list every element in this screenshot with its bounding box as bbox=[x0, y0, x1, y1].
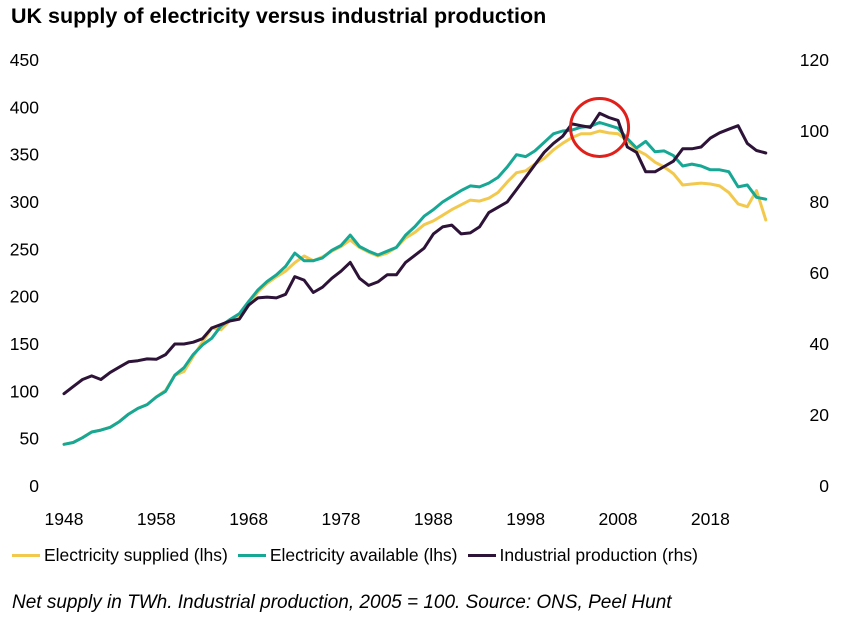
legend-label-industrial-production: Industrial production (rhs) bbox=[499, 545, 698, 565]
y-right-tick-label: 40 bbox=[810, 334, 830, 354]
x-tick-label: 2008 bbox=[599, 509, 638, 529]
line-chart: 1948 1958 1968 1978 1988 1998 2008 2018 0 50 100 1… bbox=[10, 50, 829, 529]
y-left-tick-label: 350 bbox=[10, 145, 39, 165]
source-footnote: Net supply in TWh. Industrial production… bbox=[12, 592, 672, 613]
y-left-tick-label: 50 bbox=[20, 429, 40, 449]
x-tick-label: 2018 bbox=[691, 509, 730, 529]
legend-swatch-electricity-supplied bbox=[12, 554, 40, 557]
x-tick-label: 1988 bbox=[414, 509, 453, 529]
y-left-tick-label: 400 bbox=[10, 97, 39, 117]
series-lines bbox=[62, 111, 768, 446]
highlight-circle bbox=[569, 96, 631, 158]
y-right-tick-label: 120 bbox=[800, 50, 829, 70]
legend-item-industrial-production: Industrial production (rhs) bbox=[467, 545, 698, 566]
y-right-tick-label: 60 bbox=[810, 263, 830, 283]
electricity-available-line bbox=[62, 121, 768, 446]
x-tick-label: 1958 bbox=[137, 509, 176, 529]
y-left-tick-label: 0 bbox=[29, 476, 39, 496]
y-left-tick-label: 300 bbox=[10, 192, 39, 212]
legend-label-electricity-available: Electricity available (lhs) bbox=[269, 545, 458, 565]
electricity-supplied-line bbox=[62, 129, 768, 446]
legend-label-electricity-supplied: Electricity supplied (lhs) bbox=[44, 545, 228, 565]
legend-swatch-industrial-production bbox=[467, 554, 496, 557]
y-axis-right: 0 20 40 60 80 100 120 bbox=[800, 50, 829, 496]
y-left-tick-label: 200 bbox=[10, 287, 39, 307]
legend-item-electricity-supplied: Electricity supplied (lhs) bbox=[12, 545, 228, 566]
x-tick-label: 1998 bbox=[506, 509, 545, 529]
x-tick-label: 1978 bbox=[322, 509, 361, 529]
x-axis: 1948 1958 1968 1978 1988 1998 2008 2018 bbox=[45, 509, 730, 529]
x-tick-label: 1968 bbox=[229, 509, 268, 529]
industrial-production-line bbox=[62, 111, 768, 396]
y-left-tick-label: 250 bbox=[10, 239, 39, 259]
legend-swatch-electricity-available bbox=[237, 554, 266, 557]
y-right-tick-label: 100 bbox=[800, 121, 829, 141]
y-left-tick-label: 100 bbox=[10, 381, 39, 401]
y-right-tick-label: 80 bbox=[810, 192, 830, 212]
y-left-tick-label: 150 bbox=[10, 334, 39, 354]
chart-title: UK supply of electricity versus industri… bbox=[11, 4, 547, 28]
annotation bbox=[569, 96, 631, 158]
y-axis-left: 0 50 100 150 200 250 300 350 400 450 bbox=[10, 50, 39, 496]
x-tick-label: 1948 bbox=[45, 509, 84, 529]
legend-item-electricity-available: Electricity available (lhs) bbox=[237, 545, 458, 566]
y-right-tick-label: 0 bbox=[819, 476, 829, 496]
y-right-tick-label: 20 bbox=[810, 405, 830, 425]
y-left-tick-label: 450 bbox=[10, 50, 39, 70]
legend: Electricity supplied (lhs) Electricity a… bbox=[12, 545, 862, 566]
